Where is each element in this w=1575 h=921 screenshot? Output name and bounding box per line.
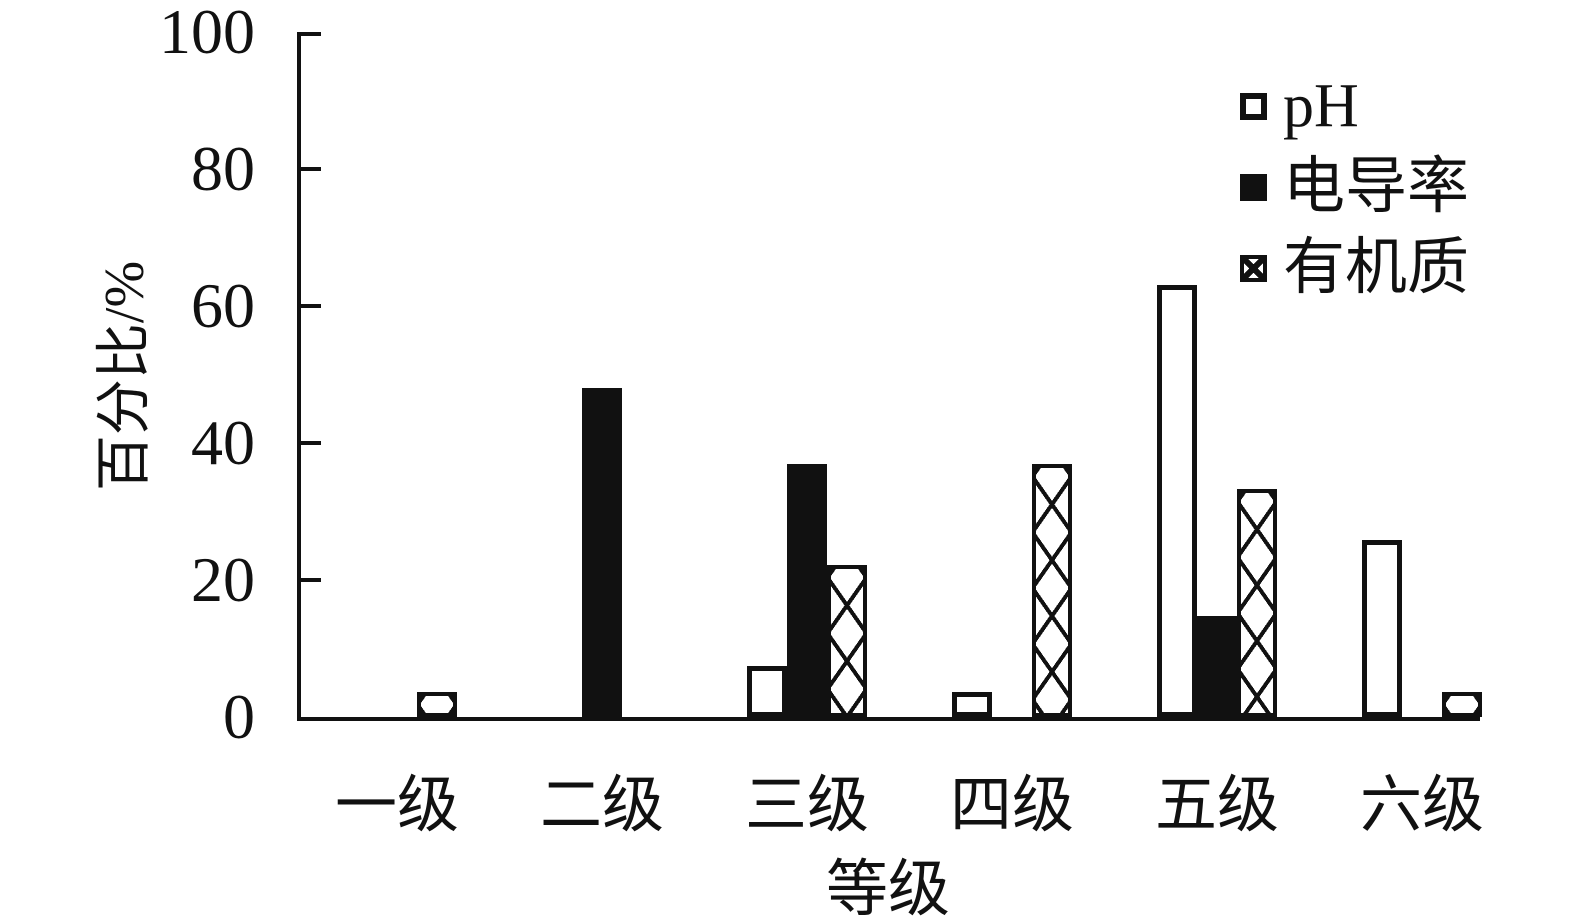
y-tick-label-80: 80: [191, 133, 255, 204]
y-tick-label-60: 60: [191, 270, 255, 341]
legend-item-有机质: 有机质: [1240, 228, 1469, 309]
legend-label: 电导率: [1283, 153, 1470, 221]
legend-label: 有机质: [1283, 234, 1470, 302]
legend-item-pH: pH: [1240, 66, 1469, 147]
bar-有机质-三级: [827, 565, 867, 717]
bar-pH-六级: [1362, 540, 1402, 717]
y-axis-tick-labels: 0 20 40 60 80 100: [55, 0, 255, 752]
y-tick-label-20: 20: [191, 544, 255, 615]
legend-item-电导率: 电导率: [1240, 147, 1469, 228]
x-tick-label-五级: 五级: [1154, 772, 1279, 840]
legend-marker-hollow-icon: [1240, 93, 1267, 120]
y-tick-80: [301, 167, 321, 171]
plot-area: [297, 32, 1482, 721]
legend: pH 电导率有机质: [1240, 66, 1469, 309]
bar-电导率-三级: [787, 464, 827, 717]
x-axis-title: 等级: [825, 856, 950, 921]
bar-pH-五级: [1157, 285, 1197, 717]
x-tick-label-二级: 二级: [539, 772, 664, 840]
x-tick-label-六级: 六级: [1359, 772, 1484, 840]
y-tick-100: [301, 32, 321, 36]
legend-marker-crosshatch-icon: [1240, 255, 1267, 282]
bar-有机质-四级: [1032, 464, 1072, 717]
bar-有机质-六级: [1442, 692, 1482, 717]
legend-marker-solid-icon: [1240, 174, 1267, 201]
bar-pH-三级: [747, 666, 787, 717]
y-tick-label-100: 100: [159, 0, 255, 67]
x-tick-label-三级: 三级: [744, 772, 869, 840]
bar-有机质-五级: [1237, 489, 1277, 717]
y-tick-label-0: 0: [223, 681, 255, 752]
y-tick-label-40: 40: [191, 407, 255, 478]
y-tick-20: [301, 578, 321, 582]
y-tick-40: [301, 441, 321, 445]
bar-pH-四级: [952, 692, 992, 717]
y-tick-60: [301, 304, 321, 308]
bar-电导率-五级: [1197, 616, 1237, 717]
bar-电导率-二级: [582, 388, 622, 717]
x-tick-label-四级: 四级: [949, 772, 1074, 840]
legend-label: pH: [1283, 72, 1359, 140]
x-tick-label-一级: 一级: [334, 772, 459, 840]
bar-有机质-一级: [417, 692, 457, 717]
